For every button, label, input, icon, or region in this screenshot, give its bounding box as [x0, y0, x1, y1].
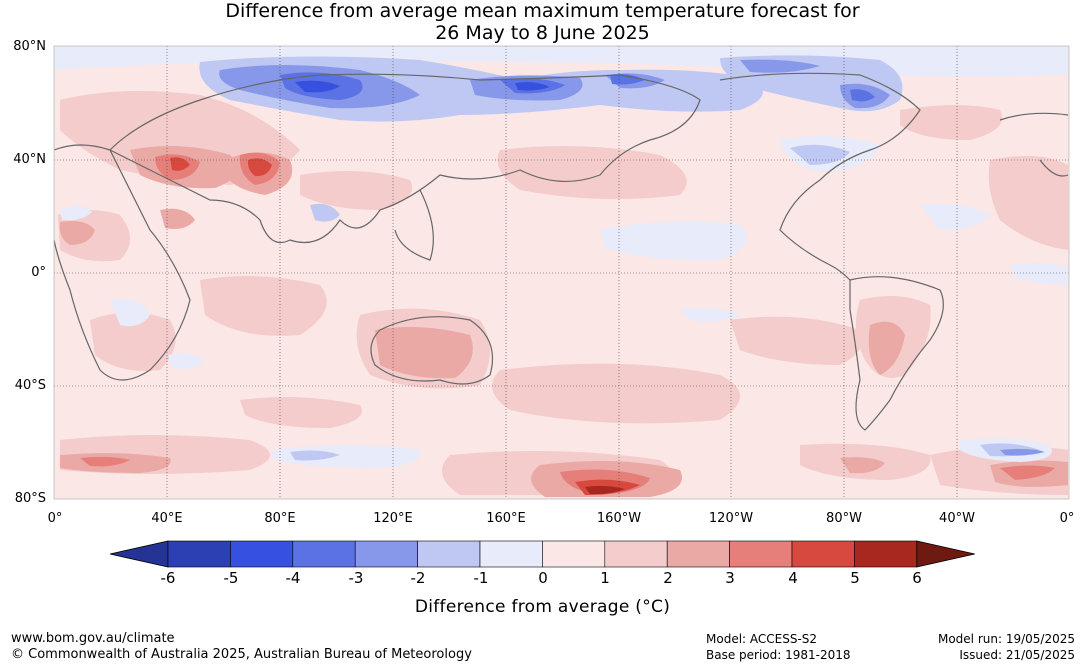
map-title-line-1: Difference from average mean maximum tem…	[225, 0, 860, 22]
anomaly-5-plus-regions	[585, 485, 625, 495]
colorbar-tick: 5	[850, 569, 860, 587]
lat-label-40s: 40°S	[14, 378, 46, 393]
colorbar-tick: 6	[912, 569, 922, 587]
colorbar-extend-low	[109, 540, 169, 568]
colorbar-tick: 0	[538, 569, 548, 587]
lat-label-80s: 80°S	[14, 491, 46, 506]
lat-label-equator: 0°	[31, 265, 46, 280]
colorbar-segment	[729, 540, 793, 568]
colorbar-segment	[666, 540, 730, 568]
colorbar-segment	[417, 540, 481, 568]
graticule	[54, 46, 1069, 499]
colorbar-segment	[354, 540, 418, 568]
map-title-line-2: 26 May to 8 June 2025	[435, 22, 650, 44]
colorbar-label: Difference from average (°C)	[414, 597, 671, 617]
colorbar-tick: 2	[663, 569, 673, 587]
colorbar-segment	[479, 540, 543, 568]
lon-label-0-right: 0°	[1059, 511, 1075, 526]
footer-model-run: Model run: 19/05/2025	[937, 632, 1075, 646]
colorbar-tick: 3	[725, 569, 735, 587]
colorbar-tick: -4	[285, 569, 301, 587]
colorbar-tick: -2	[410, 569, 426, 587]
colorbar-segment	[542, 540, 606, 568]
colorbar-segment	[167, 540, 231, 568]
map-frame	[53, 45, 1070, 500]
colorbar-tick: 1	[600, 569, 610, 587]
colorbar-segment	[791, 540, 855, 568]
colorbar-extend-high	[916, 540, 975, 568]
colorbar-tick: -3	[348, 569, 364, 587]
colorbar-tick: -6	[160, 569, 176, 587]
lat-label-40n: 40°N	[13, 152, 46, 167]
colorbar-tick: -1	[473, 569, 489, 587]
colorbar-tick: -5	[223, 569, 239, 587]
colorbar-tick: 4	[788, 569, 798, 587]
footer-url: www.bom.gov.au/climate	[11, 631, 175, 646]
footer-model: Model: ACCESS-S2	[706, 632, 818, 646]
footer-copyright: © Commonwealth of Australia 2025, Austra…	[11, 647, 472, 662]
lon-label-120e: 120°E	[373, 511, 413, 526]
colorbar-segment	[854, 540, 918, 568]
lon-label-0-left: 0°	[47, 511, 63, 526]
colorbar-segment	[230, 540, 294, 568]
lon-label-160e: 160°E	[486, 511, 526, 526]
lon-label-40e: 40°E	[151, 511, 183, 526]
colorbar	[109, 540, 975, 568]
lon-label-120w: 120°W	[708, 511, 754, 526]
lon-label-80e: 80°E	[264, 511, 296, 526]
lon-label-160w: 160°W	[596, 511, 642, 526]
lat-label-80n: 80°N	[13, 39, 46, 54]
lon-label-40w: 40°W	[939, 511, 975, 526]
lon-label-80w: 80°W	[826, 511, 862, 526]
temperature-anomaly-map	[53, 45, 1070, 500]
coastlines	[54, 72, 1069, 431]
colorbar-segment	[292, 540, 356, 568]
footer-base-period: Base period: 1981-2018	[706, 648, 851, 662]
anomaly-minus5-minus4-regions	[295, 80, 550, 93]
footer-issued: Issued: 21/05/2025	[959, 648, 1075, 662]
colorbar-segment	[604, 540, 668, 568]
